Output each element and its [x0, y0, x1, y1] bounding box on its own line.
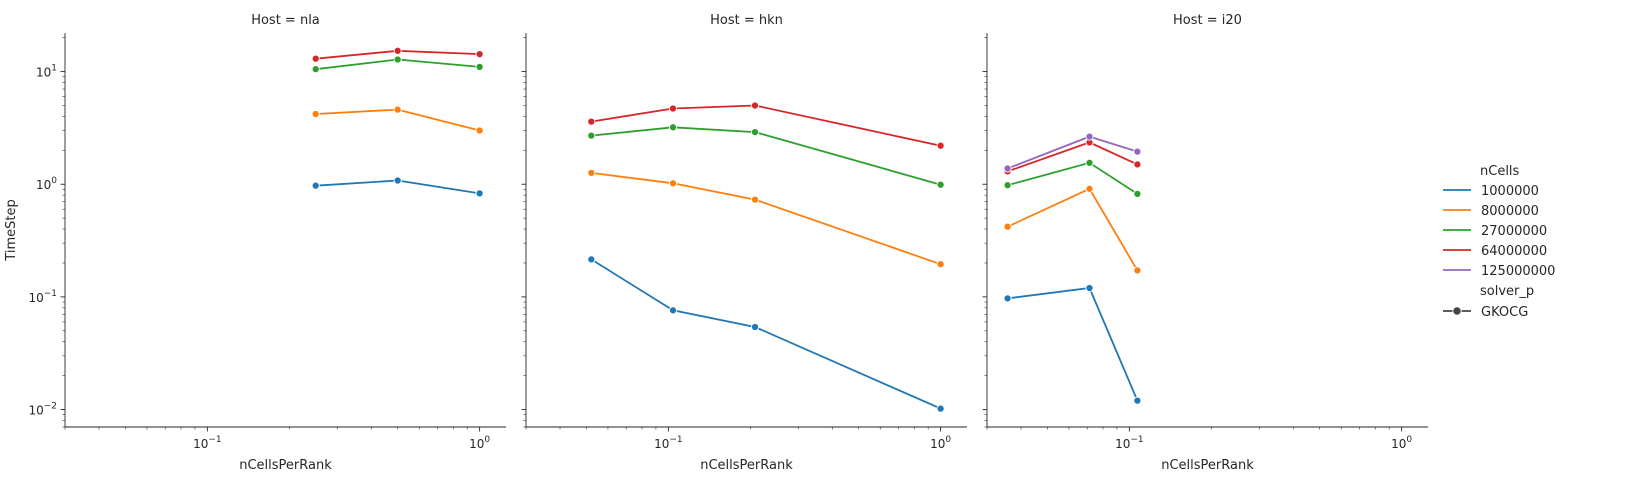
- y-tick-label: 100: [36, 176, 57, 192]
- facet-panel: Host = nla 10−2 10−1 100 101 10−1 100 nCellsPer…: [4, 13, 506, 473]
- y-axis-label: TimeStep: [4, 199, 19, 261]
- x-tick-label: 100: [930, 435, 951, 451]
- data-point: [1133, 396, 1142, 405]
- panel-title: Host = i20: [1173, 13, 1242, 28]
- data-point: [587, 131, 596, 140]
- data-point: [668, 179, 678, 188]
- legend-item: 125000000: [1443, 264, 1555, 279]
- panel-title: Host = hkn: [710, 13, 783, 28]
- data-point: [475, 50, 484, 59]
- series-64000000: [311, 46, 484, 63]
- series-line: [1007, 187, 1139, 271]
- series-line: [591, 172, 941, 266]
- data-point: [1085, 132, 1094, 141]
- legend-label: 1000000: [1481, 184, 1539, 199]
- data-point: [1133, 266, 1142, 275]
- series-line: [590, 258, 941, 410]
- data-point: [475, 189, 484, 198]
- legend-style-title: solver_p: [1480, 284, 1534, 299]
- panel-title: Host = nla: [251, 13, 320, 28]
- data-point: [936, 141, 945, 150]
- y-tick-label: 101: [36, 64, 57, 80]
- x-tick-label: 10−1: [1115, 435, 1144, 451]
- data-point: [1085, 283, 1094, 293]
- facet-panel: Host = i20 10−1 100 nCellsPerRank: [982, 13, 1428, 473]
- legend-style-marker: [1452, 306, 1462, 316]
- data-point: [936, 260, 945, 269]
- data-point: [475, 62, 484, 71]
- y-tick-label: 10−1: [28, 289, 57, 305]
- legend-label: 125000000: [1481, 264, 1555, 279]
- legend-label: 64000000: [1481, 244, 1547, 259]
- data-point: [936, 180, 945, 189]
- series-8000000: [311, 105, 484, 135]
- data-point: [311, 109, 320, 119]
- series-64000000: [1003, 138, 1142, 176]
- legend-item: 8000000: [1443, 204, 1539, 219]
- legend-label: 27000000: [1481, 224, 1547, 239]
- x-axis-label: nCellsPerRank: [700, 458, 793, 473]
- legend-hue-title: nCells: [1480, 164, 1520, 179]
- data-point: [393, 176, 402, 185]
- legend-item: 27000000: [1443, 224, 1547, 239]
- legend-style-item: GKOCG: [1443, 305, 1528, 320]
- series-27000000: [587, 123, 945, 189]
- data-point: [1003, 294, 1012, 303]
- panels: Host = nla 10−2 10−1 100 101 10−1 100 nCellsPer…: [4, 13, 1428, 473]
- data-point: [1003, 222, 1012, 231]
- series-27000000: [311, 55, 484, 74]
- data-point: [1085, 184, 1094, 193]
- series-line: [1007, 161, 1138, 195]
- series-line: [591, 126, 941, 186]
- data-point: [750, 195, 760, 204]
- series-27000000: [1003, 158, 1142, 198]
- data-point: [1085, 158, 1094, 167]
- data-point: [750, 128, 760, 137]
- x-tick-label: 10−1: [654, 435, 683, 451]
- series-line: [1007, 287, 1139, 401]
- series-1000000: [587, 255, 945, 413]
- data-point: [393, 46, 402, 55]
- data-point: [668, 123, 678, 132]
- x-tick-label: 100: [1391, 435, 1412, 451]
- data-point: [587, 117, 596, 126]
- data-point: [668, 306, 678, 315]
- legend-label: 8000000: [1481, 204, 1539, 219]
- data-point: [668, 104, 678, 113]
- data-point: [936, 404, 945, 413]
- data-point: [393, 55, 402, 64]
- x-axis-label: nCellsPerRank: [239, 458, 332, 473]
- legend: nCells 1000000 8000000 27000000 64000000 1250…: [1443, 164, 1555, 320]
- data-point: [750, 322, 760, 332]
- data-point: [1133, 147, 1142, 156]
- x-tick-label: 10−1: [193, 435, 222, 451]
- series-line: [591, 104, 941, 147]
- data-point: [393, 105, 402, 114]
- x-tick-label: 100: [469, 435, 490, 451]
- data-point: [311, 181, 320, 190]
- data-point: [1003, 181, 1012, 190]
- legend-item: 1000000: [1443, 184, 1539, 199]
- data-point: [475, 126, 484, 135]
- series-125000000: [1003, 132, 1142, 173]
- data-point: [587, 255, 596, 264]
- data-point: [1133, 189, 1142, 198]
- data-point: [750, 101, 760, 110]
- series-1000000: [311, 176, 484, 198]
- legend-style-label: GKOCG: [1481, 305, 1528, 320]
- series-1000000: [1003, 283, 1142, 405]
- data-point: [1133, 160, 1142, 169]
- series-8000000: [587, 168, 945, 269]
- series-8000000: [1003, 184, 1142, 275]
- data-point: [311, 65, 320, 74]
- x-axis-label: nCellsPerRank: [1161, 458, 1254, 473]
- series-64000000: [587, 101, 945, 150]
- data-point: [587, 168, 596, 177]
- facet-panel: Host = hkn 10−1 100 nCellsPerRank: [521, 13, 967, 473]
- y-tick-label: 10−2: [28, 402, 57, 418]
- data-point: [311, 54, 320, 63]
- legend-item: 64000000: [1443, 244, 1547, 259]
- data-point: [1003, 164, 1012, 173]
